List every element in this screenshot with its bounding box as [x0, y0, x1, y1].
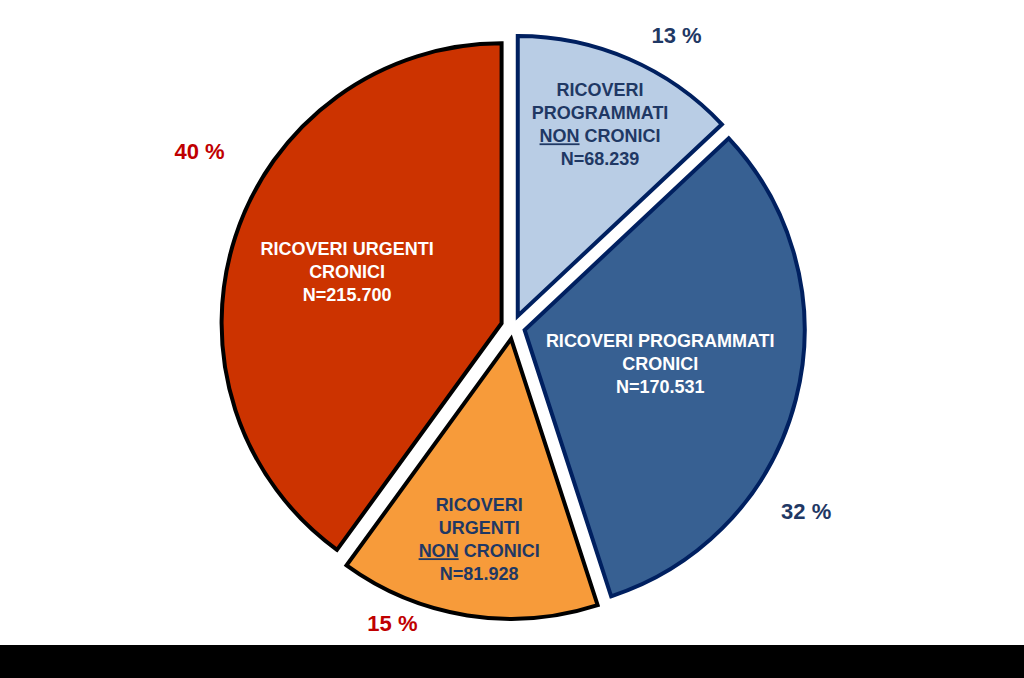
- svg-text:RICOVERIPROGRAMMATINON CRONICI: RICOVERIPROGRAMMATINON CRONICIN=68.239: [532, 80, 669, 169]
- svg-text:15 %: 15 %: [367, 611, 417, 636]
- svg-text:40 %: 40 %: [174, 139, 224, 164]
- svg-text:32 %: 32 %: [781, 499, 831, 524]
- svg-text:13 %: 13 %: [651, 23, 701, 48]
- svg-text:RICOVERI PROGRAMMATICRONICIN=1: RICOVERI PROGRAMMATICRONICIN=170.531: [546, 331, 775, 397]
- svg-text:RICOVERI URGENTICRONICIN=215.7: RICOVERI URGENTICRONICIN=215.700: [261, 239, 434, 305]
- svg-text:RICOVERIURGENTINON CRONICIN=81: RICOVERIURGENTINON CRONICIN=81.928: [419, 495, 540, 584]
